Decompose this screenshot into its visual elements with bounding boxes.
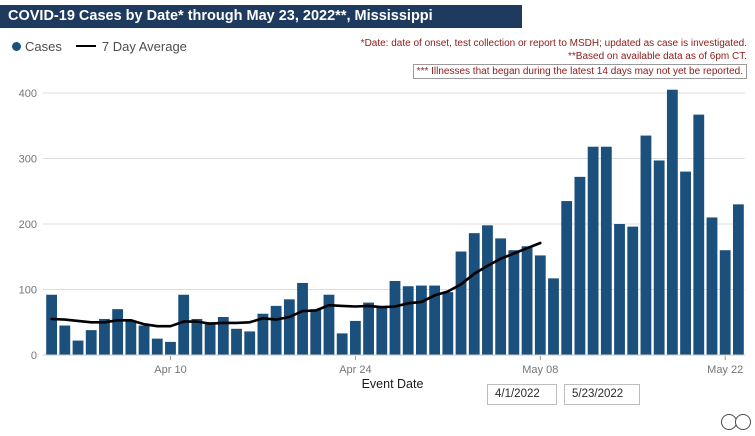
- footnotes: *Date: date of onset, test collection or…: [361, 37, 747, 79]
- x-tick-label: May 22: [707, 364, 743, 376]
- case-bar[interactable]: [561, 201, 573, 355]
- case-bar[interactable]: [442, 292, 454, 355]
- case-bar[interactable]: [297, 282, 308, 355]
- case-bar[interactable]: [680, 171, 691, 355]
- case-bar[interactable]: [627, 226, 639, 355]
- case-bar[interactable]: [125, 320, 137, 355]
- case-bar[interactable]: [59, 325, 71, 355]
- y-tick-label: 400: [19, 88, 37, 100]
- case-bar[interactable]: [614, 224, 625, 355]
- footnote-recent-illnesses: *** Illnesses that began during the late…: [412, 64, 747, 79]
- case-bar[interactable]: [653, 160, 665, 355]
- case-bar[interactable]: [521, 246, 533, 355]
- case-bar[interactable]: [429, 285, 441, 355]
- footnote-date-definition: *Date: date of onset, test collection or…: [360, 38, 747, 49]
- case-bar[interactable]: [178, 294, 190, 355]
- case-bar[interactable]: [508, 250, 520, 355]
- case-bar[interactable]: [640, 135, 652, 355]
- case-bar[interactable]: [732, 204, 744, 355]
- legend-cases-label: Cases: [25, 38, 62, 54]
- page-indicator-dot-2[interactable]: [735, 414, 751, 430]
- case-bar[interactable]: [46, 294, 58, 355]
- case-bar[interactable]: [495, 238, 507, 355]
- case-bar[interactable]: [310, 309, 322, 355]
- case-bar[interactable]: [468, 233, 480, 355]
- case-bar[interactable]: [323, 294, 335, 355]
- case-bar[interactable]: [99, 318, 110, 355]
- y-tick-label: 100: [19, 285, 37, 297]
- x-tick-label: Apr 10: [154, 364, 186, 376]
- cases-dot-icon: [12, 41, 21, 51]
- case-bar[interactable]: [363, 302, 374, 355]
- legend-item-cases[interactable]: Cases: [12, 39, 62, 54]
- case-bar[interactable]: [389, 280, 401, 355]
- footnote-data-asof: **Based on available data as of 6pm CT.: [568, 51, 747, 62]
- chart-title: COVID-19 Cases by Date* through May 23, …: [8, 8, 433, 24]
- case-bar[interactable]: [482, 225, 493, 355]
- x-axis-title: Event Date: [361, 377, 424, 391]
- legend-avg-label: 7 Day Average: [101, 38, 187, 54]
- case-bar[interactable]: [191, 318, 203, 355]
- case-bar[interactable]: [336, 333, 348, 355]
- case-bar[interactable]: [283, 299, 295, 355]
- case-bar[interactable]: [719, 250, 731, 355]
- case-bar[interactable]: [376, 305, 388, 356]
- avg-line-icon: [75, 45, 96, 47]
- case-bar[interactable]: [204, 322, 216, 355]
- case-bar[interactable]: [85, 330, 97, 355]
- case-bar[interactable]: [72, 340, 84, 355]
- case-bar[interactable]: [231, 328, 242, 355]
- cases-bar-chart: 0 100 200 300 400 Apr 10 Apr 24 May 08 May 22: [19, 88, 745, 376]
- legend: Cases 7 Day Average: [12, 38, 201, 54]
- start-date-input[interactable]: 4/1/2022: [487, 384, 557, 405]
- case-bar[interactable]: [706, 217, 718, 355]
- seven-day-average-line: [50, 241, 542, 328]
- y-tick-label: 0: [31, 350, 37, 362]
- case-bar[interactable]: [257, 313, 269, 355]
- case-bar[interactable]: [534, 255, 546, 355]
- case-bar[interactable]: [587, 146, 599, 355]
- y-tick-label: 200: [19, 219, 37, 231]
- case-bar[interactable]: [138, 325, 150, 355]
- case-bar[interactable]: [402, 286, 414, 355]
- case-bar[interactable]: [151, 338, 163, 356]
- case-bar[interactable]: [600, 146, 612, 355]
- page-indicator: [721, 414, 751, 430]
- x-tick-label: May 08: [522, 364, 558, 376]
- x-tick-label: Apr 24: [339, 364, 371, 376]
- case-bar[interactable]: [416, 285, 427, 355]
- case-bar[interactable]: [666, 89, 678, 355]
- case-bar[interactable]: [455, 251, 467, 355]
- case-bar[interactable]: [548, 278, 559, 355]
- case-bar[interactable]: [217, 317, 229, 355]
- case-bar[interactable]: [349, 320, 361, 355]
- chart-title-bar: COVID-19 Cases by Date* through May 23, …: [0, 5, 522, 28]
- case-bar[interactable]: [165, 341, 176, 355]
- case-bar[interactable]: [270, 305, 282, 356]
- case-bar[interactable]: [112, 309, 124, 355]
- end-date-input[interactable]: 5/23/2022: [564, 384, 640, 405]
- case-bar[interactable]: [244, 331, 256, 355]
- case-bar[interactable]: [693, 114, 705, 356]
- legend-item-avg[interactable]: 7 Day Average: [75, 38, 187, 54]
- y-tick-label: 300: [19, 154, 37, 166]
- case-bar[interactable]: [574, 176, 586, 355]
